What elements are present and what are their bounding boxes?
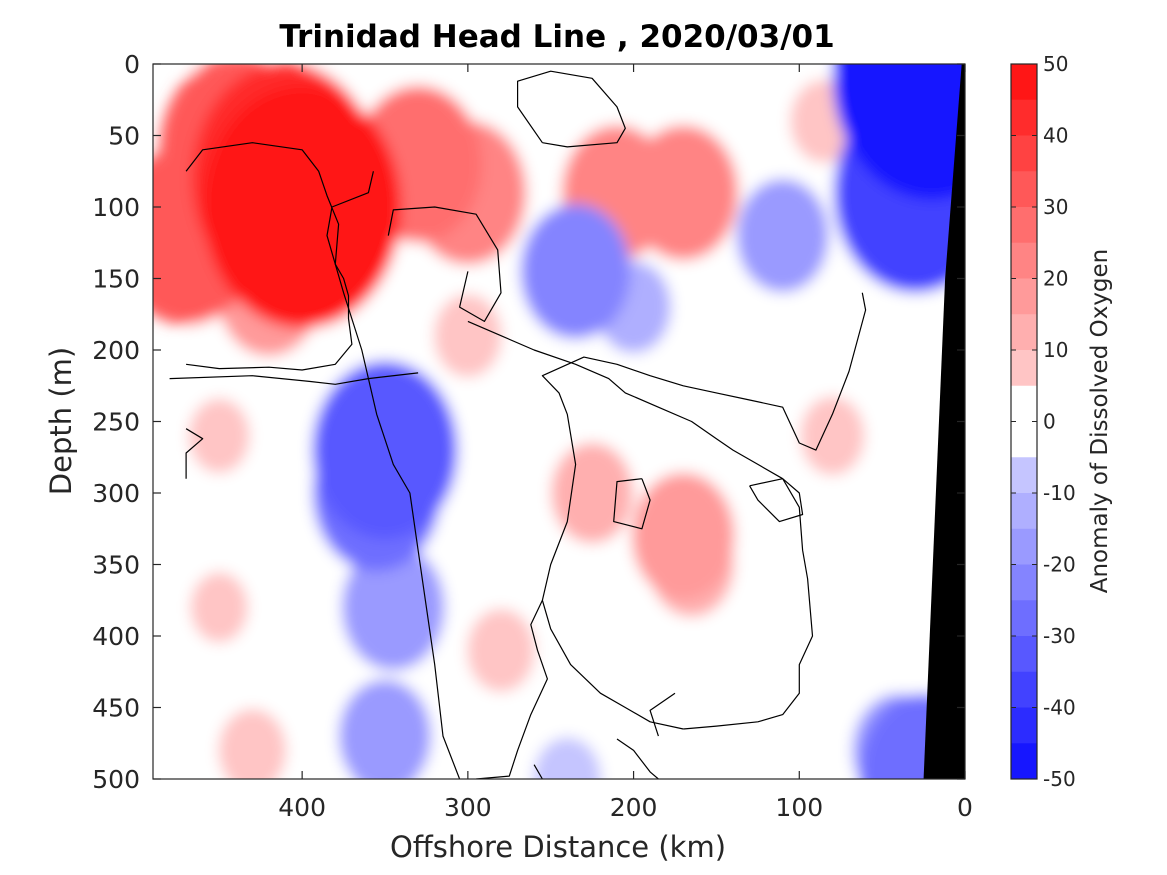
zero-contour-line: [387, 206, 502, 322]
colorbar-label: Anomaly of Dissolved Oxygen: [1087, 249, 1113, 594]
anomaly-feature: [800, 396, 865, 476]
anomaly-feature: [520, 203, 631, 339]
zero-contour-line: [185, 142, 353, 371]
y-tick-label: 300: [92, 479, 140, 508]
colorbar-level: [1011, 636, 1037, 673]
x-tick-label: 300: [444, 793, 492, 822]
y-tick-label: 250: [92, 408, 140, 437]
anomaly-feature: [433, 294, 502, 378]
colorbar-tick-label: 30: [1043, 195, 1068, 219]
anomaly-feature: [203, 85, 402, 329]
colorbar-level: [1011, 314, 1037, 351]
anomaly-feature: [467, 608, 535, 692]
colorbar-level: [1011, 457, 1037, 494]
x-tick-label: 100: [775, 793, 823, 822]
zero-contour-line: [467, 320, 783, 480]
x-axis-label: Offshore Distance (km): [390, 830, 726, 864]
anomaly-feature: [533, 737, 602, 779]
colorbar: 50 40 30 20 10 0 -10 -20 -30 -40 -50 Anomaly of Di…: [1010, 52, 1113, 791]
colorbar-level: [1011, 135, 1037, 172]
colorbar-level: [1011, 171, 1037, 208]
zero-contour-line: [326, 171, 461, 779]
colorbar-level: [1011, 64, 1037, 101]
zero-contour-line: [541, 600, 684, 730]
colorbar-level: [1011, 707, 1037, 744]
colorbar-level: [1011, 671, 1037, 708]
zero-contour-line: [185, 428, 204, 479]
colorbar-level: [1011, 564, 1037, 601]
colorbar-level: [1011, 350, 1037, 387]
zero-contour-line: [683, 478, 814, 730]
colorbar-level: [1011, 421, 1037, 458]
anomaly-feature: [736, 178, 829, 293]
colorbar-tick-label: 10: [1043, 338, 1068, 362]
colorbar-level: [1011, 278, 1037, 315]
y-axis-ticks: 0 50 100 150 200 250 300 350 400 450 500: [92, 50, 965, 794]
colorbar-level: [1011, 207, 1037, 244]
zero-contours: [169, 70, 867, 779]
anomaly-feature: [832, 64, 965, 200]
anomaly-feature: [859, 693, 965, 779]
colorbar-level: [1011, 528, 1037, 565]
colorbar-tick-label: -40: [1043, 696, 1076, 720]
colorbar-tick-label: 0: [1043, 410, 1056, 434]
colorbar-swatches: [1011, 64, 1037, 780]
zero-contour-line: [169, 372, 419, 385]
anomaly-feature: [341, 544, 445, 671]
seafloor-topography: [923, 64, 965, 779]
colorbar-tick-label: -30: [1043, 624, 1076, 648]
y-tick-label: 500: [92, 765, 140, 794]
colorbar-level: [1011, 385, 1037, 422]
y-tick-label: 400: [92, 622, 140, 651]
x-tick-label: 200: [610, 793, 658, 822]
colorbar-level: [1011, 743, 1037, 780]
anomaly-feature: [190, 572, 248, 643]
y-tick-label: 150: [92, 265, 140, 294]
zero-contour-line: [749, 478, 804, 523]
zero-contour-line: [516, 70, 626, 148]
colorbar-tick-label: -50: [1043, 767, 1076, 791]
anomaly-feature: [551, 442, 634, 544]
y-tick-label: 200: [92, 336, 140, 365]
anomaly-feature: [338, 679, 432, 779]
y-axis-label: Depth (m): [44, 347, 78, 495]
colorbar-level: [1011, 242, 1037, 279]
colorbar-tick-label: 20: [1043, 267, 1068, 291]
colorbar-level: [1011, 600, 1037, 637]
y-tick-label: 50: [108, 122, 140, 151]
zero-contour-line: [616, 738, 659, 779]
y-tick-label: 0: [124, 50, 140, 79]
chart-title: Trinidad Head Line , 2020/03/01: [279, 19, 834, 55]
x-axis-ticks: 400 300 200 100 0: [278, 64, 973, 822]
colorbar-level: [1011, 99, 1037, 136]
colorbar-level: [1011, 493, 1037, 530]
y-tick-label: 450: [92, 694, 140, 723]
anomaly-feature: [188, 398, 250, 474]
anomaly-field: [153, 64, 965, 779]
zero-contour-line: [649, 692, 676, 737]
anomaly-feature: [631, 472, 735, 600]
zero-contour-line: [613, 478, 651, 530]
anomaly-feature: [628, 125, 739, 261]
colorbar-tick-label: -10: [1043, 481, 1076, 505]
colorbar-ticks: 50 40 30 20 10 0 -10 -20 -30 -40 -50: [1011, 52, 1076, 791]
plot-area: 400 300 200 100 0 0 50 100 150 200 250 300 350 400 45…: [92, 50, 973, 822]
x-tick-label: 400: [278, 793, 326, 822]
anomaly-feature: [312, 361, 458, 540]
colorbar-tick-label: 50: [1043, 52, 1068, 76]
anomaly-feature: [218, 708, 287, 779]
colorbar-tick-label: -20: [1043, 553, 1076, 577]
zero-contour-line: [533, 764, 543, 779]
colorbar-tick-label: 40: [1043, 124, 1068, 148]
y-tick-label: 100: [92, 193, 140, 222]
y-tick-label: 350: [92, 551, 140, 580]
x-tick-label: 0: [957, 793, 973, 822]
zero-contour-line: [476, 292, 867, 779]
